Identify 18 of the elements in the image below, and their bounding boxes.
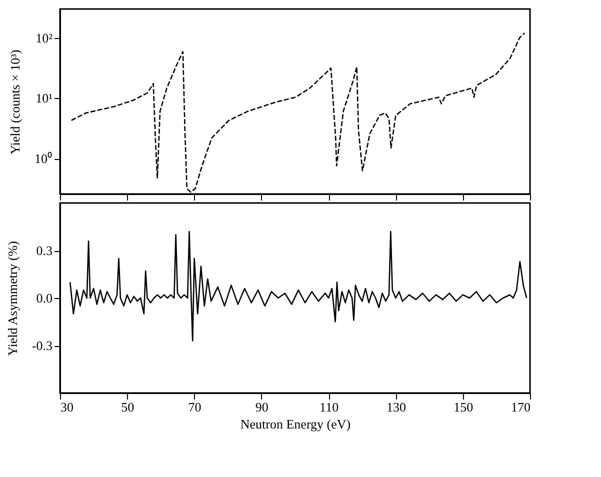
- y-tick-label: 10²: [36, 30, 53, 46]
- x-tick-label: 30: [60, 400, 74, 414]
- y-axis-title: Yield (counts × 10³): [8, 50, 22, 154]
- x-tick-label: 90: [255, 400, 268, 414]
- x-tick-label: 150: [454, 400, 474, 414]
- x-axis-title: Neutron Energy (eV): [240, 416, 351, 432]
- x-tick-label: 70: [188, 400, 202, 414]
- y-tick-label: 0.3: [36, 243, 52, 258]
- x-tick-label: 50: [121, 400, 134, 414]
- y-tick-label: 0.0: [36, 290, 52, 306]
- y-tick-label: 10¹: [36, 90, 53, 106]
- line-series: [69, 230, 528, 342]
- x-tick-label: 130: [386, 400, 406, 414]
- y-tick-label: -0.3: [32, 338, 52, 353]
- x-tick-label: 170: [511, 400, 530, 414]
- x-tick-label: 110: [320, 400, 339, 414]
- y-tick-label: 10⁰: [34, 151, 52, 166]
- y-axis-title: Yield Asymmetry (%): [4, 241, 20, 356]
